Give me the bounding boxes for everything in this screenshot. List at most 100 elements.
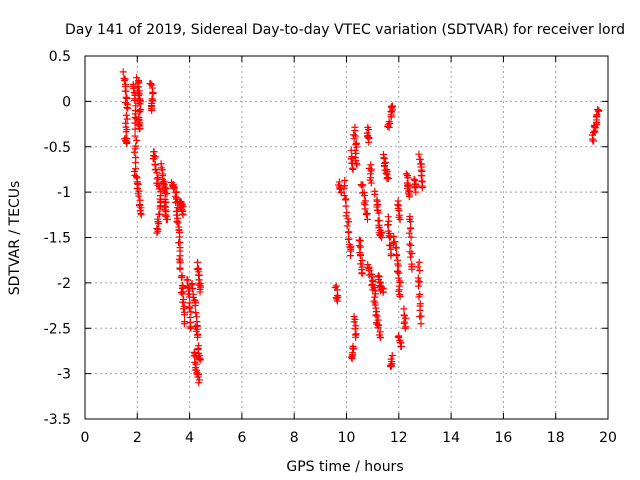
data-point bbox=[406, 218, 414, 226]
data-point bbox=[383, 168, 391, 176]
data-point bbox=[352, 333, 360, 341]
data-point bbox=[396, 292, 404, 300]
data-point bbox=[124, 104, 132, 112]
data-point bbox=[357, 237, 365, 245]
data-point bbox=[362, 210, 370, 218]
data-point bbox=[149, 89, 157, 97]
data-point bbox=[415, 293, 423, 301]
data-point bbox=[149, 96, 157, 104]
data-point bbox=[373, 320, 381, 328]
data-point bbox=[358, 270, 366, 278]
y-tick-label: 0 bbox=[62, 94, 71, 110]
data-point bbox=[415, 282, 423, 290]
data-point bbox=[180, 305, 188, 313]
x-tick-label: 2 bbox=[133, 430, 142, 446]
y-tick-label: -3 bbox=[57, 367, 71, 383]
data-point bbox=[394, 262, 402, 270]
data-point bbox=[390, 232, 398, 240]
data-point bbox=[387, 103, 395, 111]
data-point bbox=[394, 260, 402, 268]
data-point bbox=[129, 84, 137, 92]
chart-title: Day 141 of 2019, Sidereal Day-to-day VTE… bbox=[65, 22, 625, 38]
data-point bbox=[188, 281, 196, 289]
data-point bbox=[120, 77, 128, 85]
data-point bbox=[400, 319, 408, 327]
data-point bbox=[391, 238, 399, 246]
data-point bbox=[187, 324, 195, 332]
data-point bbox=[591, 122, 599, 130]
data-point bbox=[386, 233, 394, 241]
data-point bbox=[173, 217, 181, 225]
data-point bbox=[163, 190, 171, 198]
y-tick-label: -1 bbox=[57, 185, 71, 201]
data-point bbox=[122, 111, 130, 119]
data-point bbox=[363, 215, 371, 223]
data-point bbox=[134, 180, 142, 188]
data-point bbox=[407, 233, 415, 241]
data-point bbox=[194, 373, 202, 381]
data-point bbox=[416, 278, 424, 286]
data-point bbox=[153, 229, 161, 237]
data-point bbox=[153, 169, 161, 177]
data-point bbox=[348, 164, 356, 172]
data-point bbox=[372, 308, 380, 316]
data-point bbox=[365, 138, 373, 146]
data-point bbox=[184, 276, 192, 284]
data-point bbox=[343, 208, 351, 216]
data-point bbox=[161, 203, 169, 211]
data-point bbox=[136, 107, 144, 115]
y-tick-label: -3.5 bbox=[44, 412, 71, 428]
data-point bbox=[415, 150, 423, 158]
data-point bbox=[123, 115, 131, 123]
data-point bbox=[191, 302, 199, 310]
data-point bbox=[174, 219, 182, 227]
data-point bbox=[392, 244, 400, 252]
data-point bbox=[408, 250, 416, 258]
data-point bbox=[593, 112, 601, 120]
data-point bbox=[163, 215, 171, 223]
data-point bbox=[384, 175, 392, 183]
y-tick-label: 0.5 bbox=[49, 49, 71, 65]
data-point bbox=[194, 258, 202, 266]
data-point bbox=[358, 257, 366, 265]
data-point bbox=[137, 211, 145, 219]
data-point bbox=[355, 242, 363, 250]
data-point bbox=[344, 235, 352, 243]
data-point bbox=[416, 306, 424, 314]
data-point bbox=[148, 106, 156, 114]
data-point bbox=[183, 282, 191, 290]
data-point bbox=[195, 379, 203, 387]
data-point bbox=[123, 103, 131, 111]
data-point bbox=[181, 311, 189, 319]
data-point bbox=[412, 188, 420, 196]
data-point bbox=[343, 222, 351, 230]
data-point bbox=[356, 243, 364, 251]
data-point bbox=[170, 184, 178, 192]
data-point bbox=[131, 145, 139, 153]
data-point bbox=[187, 308, 195, 316]
data-point bbox=[395, 287, 403, 295]
data-point bbox=[396, 215, 404, 223]
data-point bbox=[393, 268, 401, 276]
data-point bbox=[594, 106, 602, 114]
data-point bbox=[379, 288, 387, 296]
data-point bbox=[188, 285, 196, 293]
data-point bbox=[416, 267, 424, 275]
x-tick-label: 8 bbox=[290, 430, 299, 446]
data-point bbox=[375, 209, 383, 217]
data-point bbox=[152, 165, 160, 173]
x-tick-label: 20 bbox=[599, 430, 617, 446]
data-point bbox=[407, 253, 415, 261]
x-tick-label: 16 bbox=[494, 430, 512, 446]
data-point bbox=[162, 185, 170, 193]
data-point bbox=[595, 106, 603, 114]
data-point bbox=[373, 312, 381, 320]
data-point bbox=[407, 225, 415, 233]
y-tick-label: -2.5 bbox=[44, 321, 71, 337]
data-point bbox=[360, 192, 368, 200]
x-tick-label: 4 bbox=[185, 430, 194, 446]
data-point bbox=[136, 207, 144, 215]
y-axis-label: SDTVAR / TECUs bbox=[7, 181, 23, 296]
data-point bbox=[334, 293, 342, 301]
